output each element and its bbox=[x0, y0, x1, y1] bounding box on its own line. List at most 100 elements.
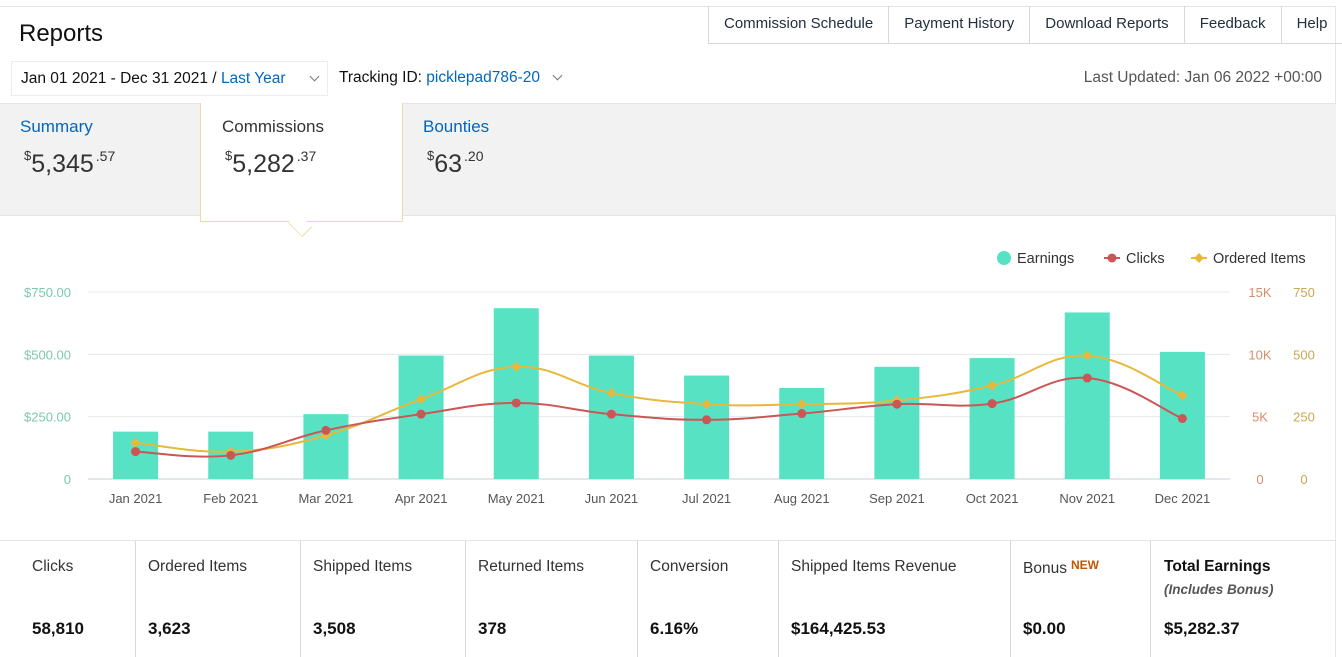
amount-whole: 5,282 bbox=[232, 150, 295, 178]
ordered-items-point bbox=[511, 361, 522, 372]
stat-value: $0.00 bbox=[1023, 619, 1066, 638]
ordered-items-point bbox=[1082, 350, 1093, 361]
stat-label-text: Bonus bbox=[1023, 560, 1067, 577]
clicks-point bbox=[321, 425, 331, 435]
stats-bar: Clicks 58,810 Ordered Items 3,623 Shippe… bbox=[0, 540, 1336, 657]
tab-summary[interactable]: Summary $5,345.57 bbox=[0, 104, 200, 216]
payment-history-link[interactable]: Payment History bbox=[889, 6, 1031, 43]
date-range-text: Jan 01 2021 - Dec 31 2021 / bbox=[21, 70, 217, 87]
y-left-tick-label: $500.00 bbox=[24, 347, 71, 362]
clicks-point bbox=[416, 409, 426, 419]
page-title: Reports bbox=[19, 20, 104, 47]
stat-sub-label: (Includes Bonus) bbox=[1164, 582, 1274, 597]
stat-conversion: Conversion 6.16% bbox=[638, 541, 779, 657]
x-tick-label: Jan 2021 bbox=[109, 491, 163, 506]
clicks-point bbox=[987, 399, 997, 409]
clicks-point bbox=[797, 409, 807, 419]
stat-label: Clicks bbox=[32, 558, 74, 575]
chevron-down-icon bbox=[309, 71, 320, 82]
stat-value: 3,508 bbox=[313, 619, 356, 638]
stat-clicks: Clicks 58,810 bbox=[0, 541, 136, 657]
clicks-point bbox=[606, 409, 616, 419]
stat-returned-items: Returned Items 378 bbox=[466, 541, 638, 657]
y-left-tick-label: $250.00 bbox=[24, 410, 71, 425]
date-range-name: Last Year bbox=[220, 70, 286, 87]
stat-shipped-items: Shipped Items 3,508 bbox=[301, 541, 466, 657]
ordered-items-point bbox=[416, 394, 427, 405]
clicks-point bbox=[511, 398, 521, 408]
tab-amount: $5,345.57 bbox=[24, 148, 115, 179]
earnings-bar bbox=[303, 414, 349, 479]
tracking-id-value: picklepad786-20 bbox=[426, 69, 541, 86]
earnings-bar bbox=[493, 308, 539, 479]
chevron-down-icon bbox=[552, 70, 563, 81]
stat-label: Total Earnings bbox=[1164, 558, 1271, 575]
amount-whole: 63 bbox=[434, 150, 463, 178]
frame-top-border bbox=[0, 6, 1336, 7]
x-tick-label: Sep 2021 bbox=[869, 491, 925, 506]
tab-commissions[interactable]: Commissions $5,282.37 bbox=[200, 103, 403, 222]
legend-ordered-items-label: Ordered Items bbox=[1213, 251, 1306, 267]
earnings-bar bbox=[874, 366, 920, 479]
commission-schedule-link[interactable]: Commission Schedule bbox=[709, 6, 890, 43]
stat-total-earnings: Total Earnings (Includes Bonus) $5,282.3… bbox=[1151, 541, 1336, 657]
y-right-items-tick-label: 500 bbox=[1293, 347, 1315, 362]
chart-svg: $750.00 15K 750 $500.00 10K 500 $250.00 5K 250 0 0… bbox=[24, 251, 1315, 506]
stat-value: 378 bbox=[478, 619, 507, 638]
date-range-picker[interactable]: Jan 01 2021 - Dec 31 2021 / Last Year bbox=[11, 61, 328, 96]
x-tick-label: May 2021 bbox=[488, 491, 545, 506]
legend-ordered-items-marker bbox=[1194, 253, 1204, 263]
clicks-point bbox=[702, 415, 712, 425]
legend-earnings-marker bbox=[997, 251, 1011, 265]
download-reports-link[interactable]: Download Reports bbox=[1030, 6, 1185, 43]
amount-whole: 5,345 bbox=[31, 150, 94, 178]
feedback-link[interactable]: Feedback bbox=[1185, 6, 1282, 43]
summary-band: Summary $5,345.57 Commissions $5,282.37 … bbox=[0, 103, 1336, 222]
tab-label: Bounties bbox=[423, 117, 490, 136]
stat-value: 3,623 bbox=[148, 619, 191, 638]
clicks-line bbox=[135, 376, 1183, 458]
y-right-clicks-tick-label: 5K bbox=[1252, 410, 1268, 425]
x-tick-label: Apr 2021 bbox=[395, 491, 448, 506]
y-right-clicks-tick-label: 15K bbox=[1248, 285, 1271, 300]
stat-shipped-items-revenue: Shipped Items Revenue $164,425.53 bbox=[779, 541, 1011, 657]
tab-amount: $63.20 bbox=[427, 148, 484, 179]
clicks-point bbox=[131, 447, 141, 457]
earnings-bar bbox=[969, 358, 1015, 479]
stat-ordered-items: Ordered Items 3,623 bbox=[136, 541, 301, 657]
help-link[interactable]: Help bbox=[1296, 15, 1328, 32]
tab-amount: $5,282.37 bbox=[225, 148, 316, 179]
y-right-items-tick-label: 250 bbox=[1293, 410, 1315, 425]
stat-label: Ordered Items bbox=[148, 558, 248, 575]
clicks-point bbox=[1177, 414, 1187, 424]
stat-value: $5,282.37 bbox=[1164, 619, 1240, 638]
ordered-items-point bbox=[701, 399, 712, 410]
earnings-bar bbox=[1064, 312, 1110, 479]
tracking-id-selector[interactable]: Tracking ID: picklepad786-20 bbox=[339, 69, 563, 87]
tracking-id-label: Tracking ID: bbox=[339, 69, 422, 86]
top-nav: Commission Schedule Payment History Down… bbox=[708, 6, 1342, 44]
tab-label: Summary bbox=[20, 117, 93, 136]
stat-bonus: Bonus NEW $0.00 bbox=[1011, 541, 1151, 657]
ordered-items-point bbox=[1177, 390, 1188, 401]
currency-symbol: $ bbox=[24, 148, 32, 163]
x-tick-label: Mar 2021 bbox=[298, 491, 353, 506]
last-updated: Last Updated: Jan 06 2022 +00:00 bbox=[1083, 69, 1322, 86]
clicks-point bbox=[892, 399, 902, 409]
amount-cents: .57 bbox=[95, 148, 116, 164]
ordered-items-point bbox=[796, 399, 807, 410]
legend-clicks-marker bbox=[1107, 253, 1117, 263]
y-right-items-tick-label: 0 bbox=[1300, 472, 1307, 487]
earnings-chart: $750.00 15K 750 $500.00 10K 500 $250.00 5K 250 0 0… bbox=[0, 217, 1336, 540]
x-tick-label: Feb 2021 bbox=[203, 491, 258, 506]
y-right-clicks-tick-label: 10K bbox=[1248, 347, 1271, 362]
ordered-items-point bbox=[606, 388, 617, 398]
ordered-items-line bbox=[135, 354, 1183, 453]
tab-bounties[interactable]: Bounties $63.20 bbox=[403, 104, 603, 216]
x-tick-label: Dec 2021 bbox=[1155, 491, 1211, 506]
active-tab-pointer-mask bbox=[286, 208, 314, 218]
currency-symbol: $ bbox=[427, 148, 435, 163]
stat-value: 58,810 bbox=[32, 619, 84, 638]
stat-label: Bonus NEW bbox=[1023, 558, 1099, 578]
amount-cents: .20 bbox=[464, 148, 484, 164]
